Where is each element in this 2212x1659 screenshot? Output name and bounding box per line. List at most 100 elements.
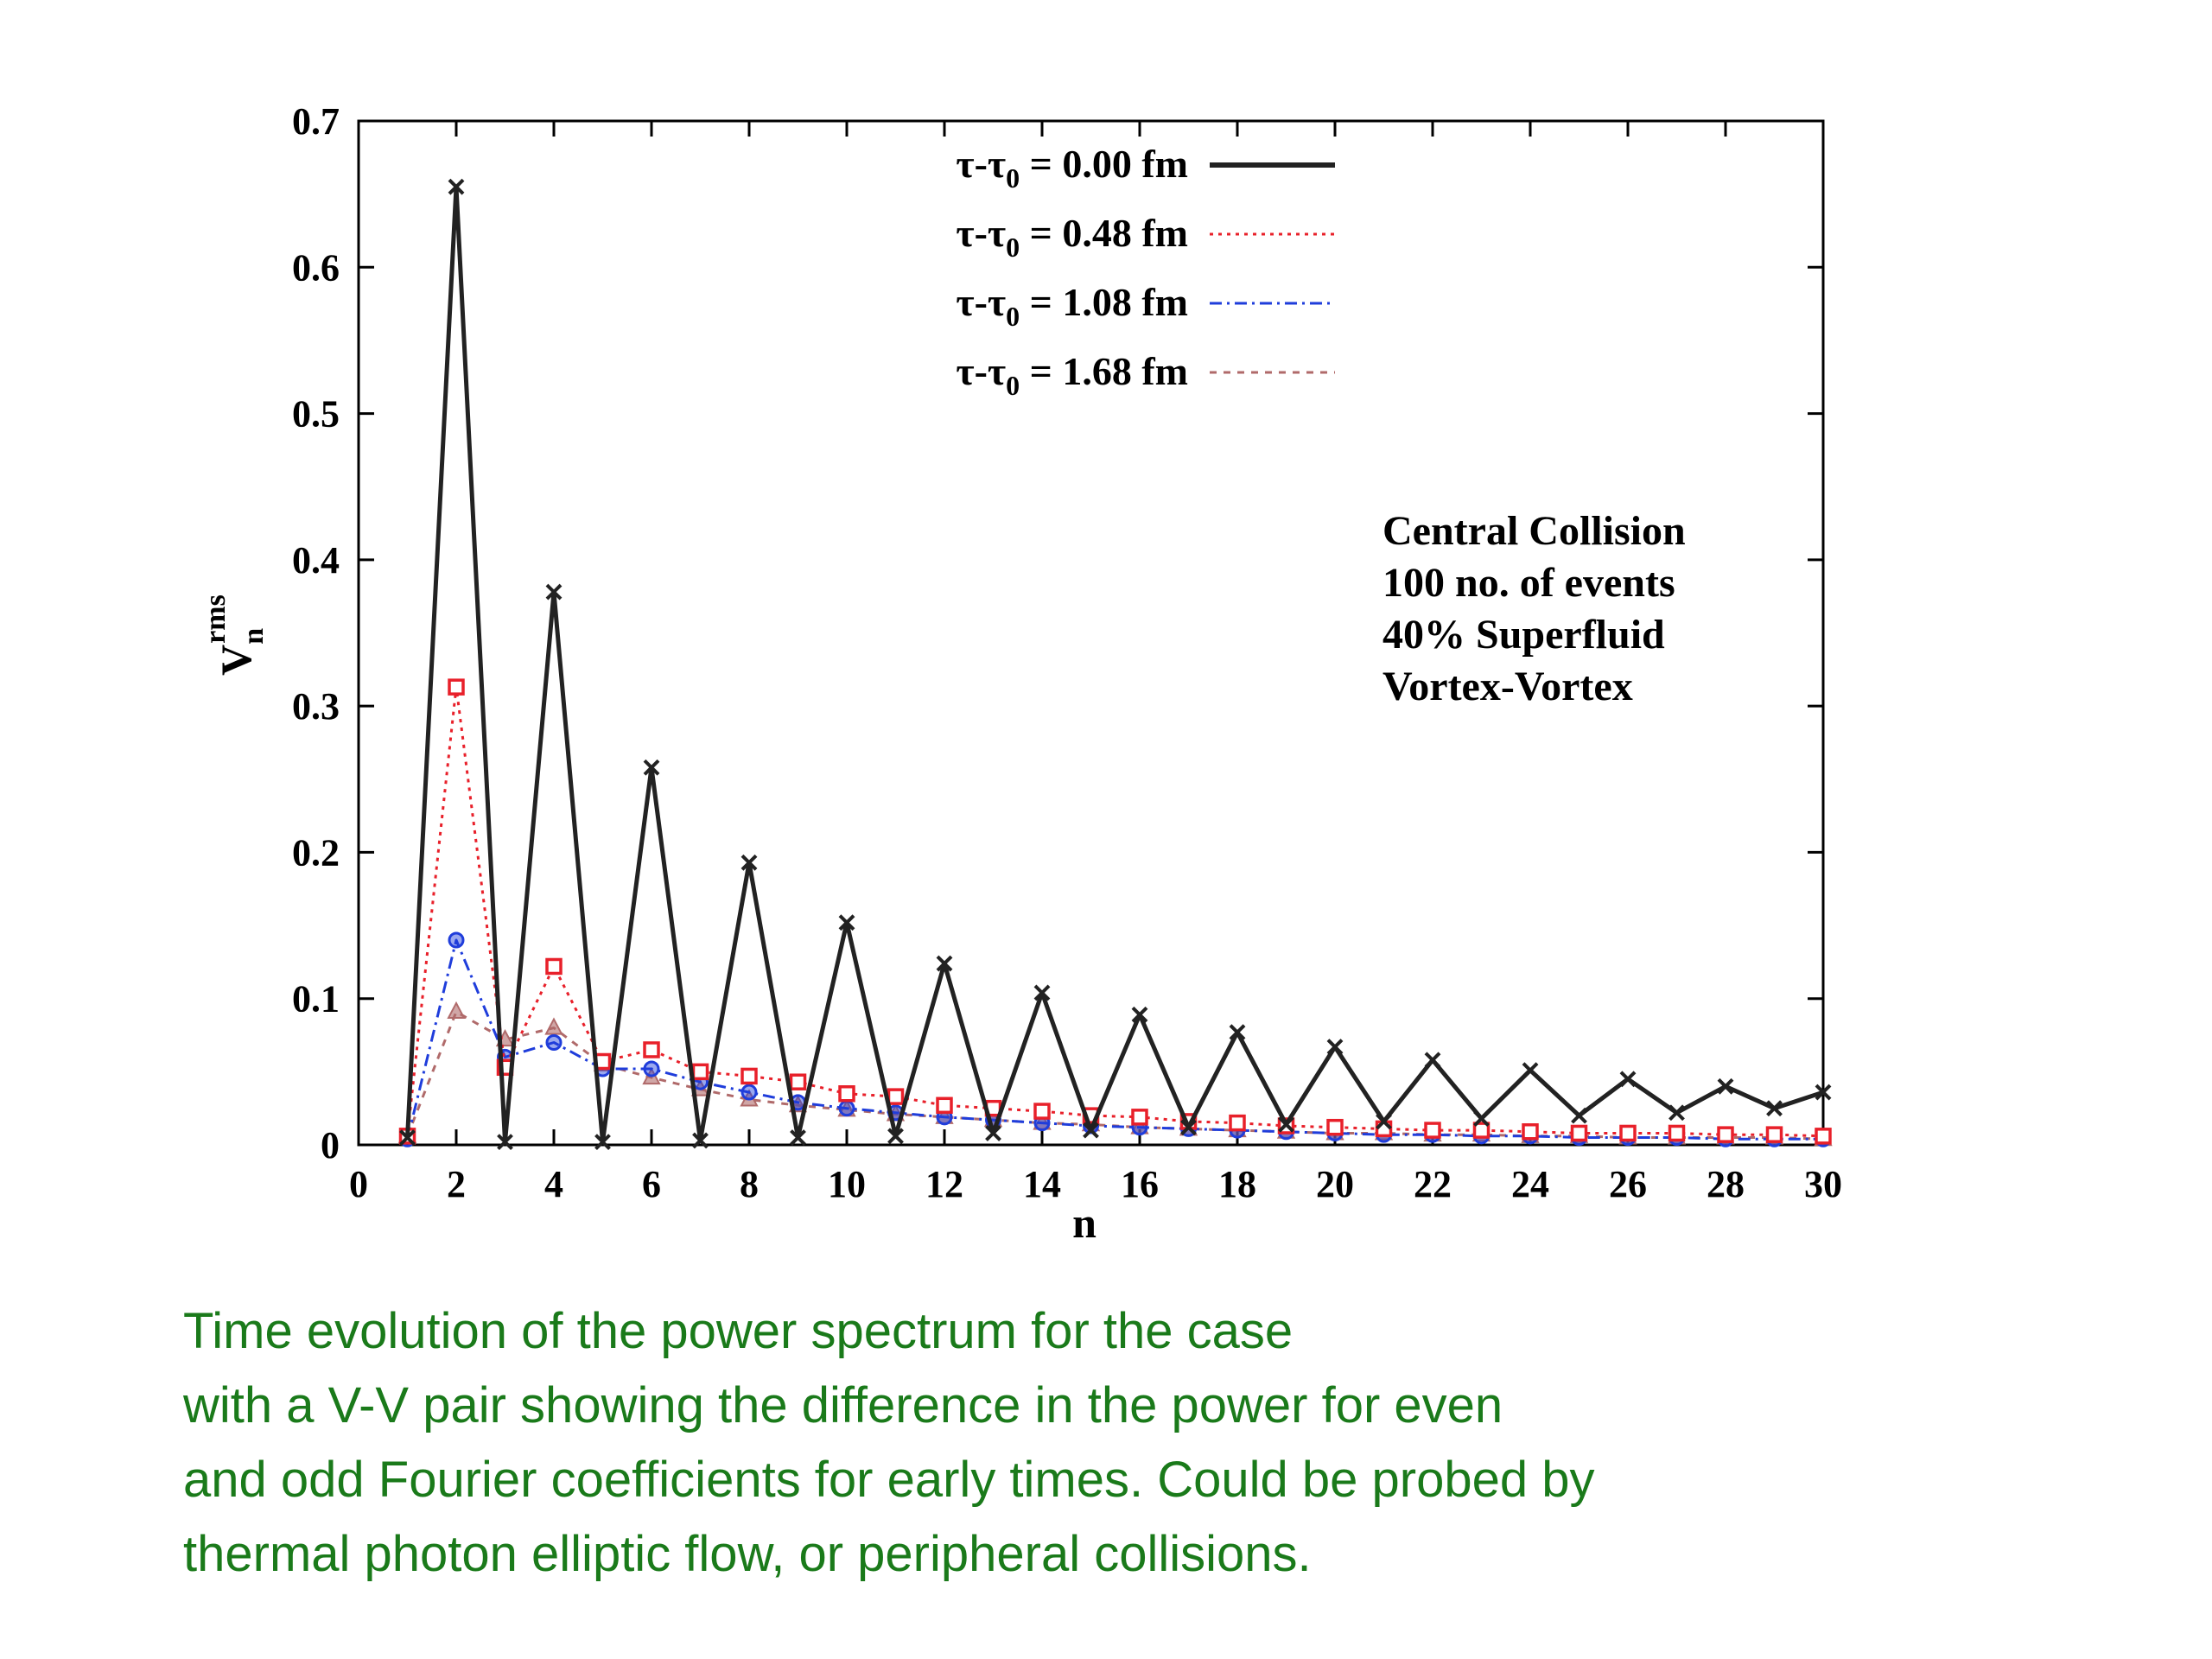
caption-line-1: Time evolution of the power spectrum for… <box>183 1303 1294 1359</box>
data-point <box>1131 1109 1148 1126</box>
data-point <box>1668 1124 1686 1142</box>
plot-frame <box>357 119 1825 1147</box>
data-point <box>448 178 465 195</box>
data-point <box>887 1128 904 1145</box>
annotation-box: Central Collision 100 no. of events 40% … <box>1382 508 1686 709</box>
data-point <box>1083 1122 1099 1139</box>
legend-label: τ-τ0 = 1.68 fm <box>956 349 1188 401</box>
data-point <box>692 1132 709 1149</box>
data-point <box>643 1060 660 1077</box>
y-axis-title-main: V <box>212 645 260 676</box>
annotation-line-2: 100 no. of events <box>1382 560 1675 606</box>
annotation-line-4: Vortex-Vortex <box>1382 664 1633 709</box>
legend-label: τ-τ0 = 0.48 fm <box>956 211 1188 263</box>
data-point <box>691 1063 709 1081</box>
data-point <box>1669 1104 1685 1122</box>
data-point <box>1765 1126 1783 1143</box>
x-tick-label: 10 <box>828 1163 866 1205</box>
data-point <box>1424 1122 1441 1139</box>
x-tick-label: 4 <box>544 1163 563 1205</box>
data-point <box>790 1129 806 1146</box>
caption-line-2: with a V-V pair showing the difference i… <box>183 1377 1503 1433</box>
data-point <box>1717 1126 1734 1143</box>
data-point <box>545 1034 563 1051</box>
series-2 <box>398 678 1832 1145</box>
data-point <box>936 1096 953 1115</box>
y-tick-label: 0.4 <box>292 539 340 582</box>
data-point <box>741 1067 758 1085</box>
data-point <box>838 1100 855 1117</box>
data-point <box>1326 1118 1344 1136</box>
legend-label: τ-τ0 = 1.08 fm <box>956 280 1188 332</box>
data-point <box>1033 1103 1051 1120</box>
legend-entry-4: τ-τ0 = 1.68 fm <box>956 349 1335 401</box>
x-tick-label: 12 <box>925 1163 963 1205</box>
data-point <box>1619 1124 1637 1142</box>
data-point <box>1522 1062 1539 1079</box>
series-line <box>406 938 1823 1141</box>
series-layer <box>397 178 1833 1151</box>
data-point <box>838 1085 855 1103</box>
data-point <box>497 1134 513 1151</box>
legend: τ-τ0 = 0.00 fm τ-τ0 = 0.48 fm τ-τ0 = 1.08 … <box>956 142 1335 401</box>
x-tick-label: 24 <box>1511 1163 1549 1205</box>
legend-entry-2: τ-τ0 = 0.48 fm <box>956 211 1335 263</box>
data-point <box>985 1125 1001 1141</box>
y-axis-title-sup: rms <box>200 594 232 644</box>
data-point <box>643 1041 660 1058</box>
data-point <box>1473 1110 1490 1127</box>
legend-entry-3: τ-τ0 = 1.08 fm <box>956 280 1335 332</box>
data-point <box>1571 1107 1587 1124</box>
x-tick-label: 30 <box>1804 1163 1842 1205</box>
x-tick-label: 16 <box>1121 1163 1159 1205</box>
data-point <box>936 955 953 972</box>
x-tick-label: 2 <box>447 1163 466 1205</box>
data-point <box>1376 1113 1392 1130</box>
annotation-line-1: Central Collision <box>1382 508 1686 554</box>
data-point <box>544 1017 563 1035</box>
y-tick-label: 0.1 <box>292 978 340 1020</box>
x-tick-label: 8 <box>740 1163 759 1205</box>
legend-entry-1: τ-τ0 = 0.00 fm <box>956 142 1335 194</box>
data-point <box>1815 1128 1832 1145</box>
figure-caption: Time evolution of the power spectrum for… <box>183 1294 2084 1592</box>
data-point <box>1717 1077 1734 1095</box>
data-point <box>887 1088 905 1105</box>
data-point <box>447 1001 466 1019</box>
x-tick-label: 14 <box>1023 1163 1061 1205</box>
power-spectrum-chart: 0 2 4 6 8 10 12 14 16 18 20 22 24 26 28 30 00.10.20.30.… <box>200 100 1842 1247</box>
data-point <box>545 957 563 976</box>
data-point <box>1619 1071 1637 1088</box>
y-axis-title-sub: n <box>238 628 270 645</box>
data-point <box>448 678 465 696</box>
y-tick-label: 0.5 <box>292 393 340 435</box>
x-tick-labels: 0 2 4 6 8 10 12 14 16 18 20 22 24 26 28 30 <box>349 1163 1842 1205</box>
data-point <box>1472 1122 1491 1139</box>
data-point <box>399 1129 416 1146</box>
data-point <box>789 1073 807 1090</box>
y-tick-label: 0.6 <box>292 246 340 289</box>
data-point <box>838 914 855 931</box>
caption-line-3: and odd Fourier coefficients for early t… <box>183 1452 1595 1508</box>
x-tick-label: 28 <box>1707 1163 1745 1205</box>
data-point <box>1180 1119 1197 1136</box>
legend-label: τ-τ0 = 0.00 fm <box>956 142 1188 194</box>
data-point <box>594 1134 611 1151</box>
x-axis-title: n <box>1072 1198 1096 1247</box>
y-tick-labels: 0 0.1 0.2 0.3 0.4 0.5 0.6 0.7 <box>292 100 340 1166</box>
data-point <box>1278 1116 1294 1133</box>
x-tick-label: 18 <box>1218 1163 1256 1205</box>
data-point <box>741 854 758 871</box>
data-point <box>1522 1123 1539 1141</box>
data-point <box>1131 1006 1148 1023</box>
series-line <box>405 184 1824 1145</box>
annotation-line-3: 40% Superfluid <box>1382 612 1665 658</box>
data-point <box>448 931 465 949</box>
caption-line-4: thermal photon elliptic flow, or periphe… <box>183 1526 1312 1582</box>
data-point <box>1766 1100 1783 1117</box>
x-tick-label: 22 <box>1414 1163 1452 1205</box>
data-point <box>545 583 563 601</box>
y-tick-label: 0 <box>321 1124 340 1166</box>
y-tick-label: 0.7 <box>292 100 340 143</box>
data-point <box>1033 984 1051 1001</box>
